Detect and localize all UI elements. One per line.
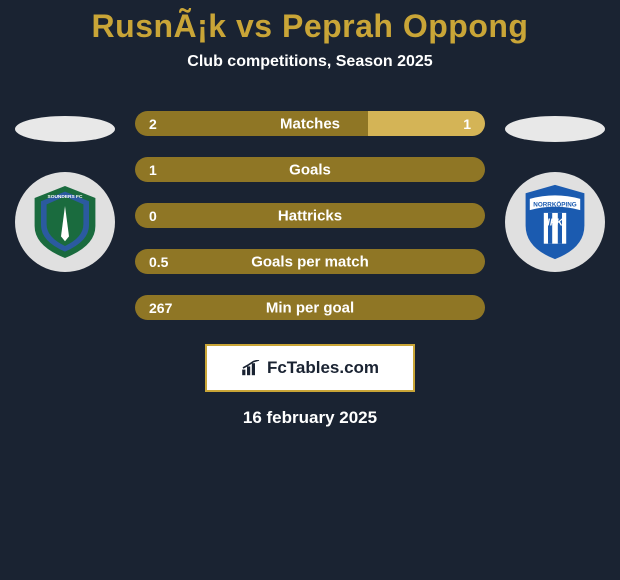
crest-text: NORRKÖPING [533, 200, 576, 209]
bar-label: Hattricks [278, 207, 342, 224]
stat-bar-row: Hattricks 0 [135, 203, 485, 228]
bar-label: Goals [289, 161, 331, 178]
brand-name: FcTables.com [267, 358, 379, 378]
bar-value-right: 1 [463, 116, 471, 132]
sounders-crest-icon: SOUNDERS FC [25, 182, 105, 262]
brand-chart-icon [241, 360, 261, 376]
stat-bar-row: Goals 1 [135, 157, 485, 182]
stat-bars: Matches 2 1 Goals 1 Hattricks 0 Goals per match… [135, 111, 485, 320]
bar-value-left: 2 [149, 116, 157, 132]
bar-value-left: 1 [149, 162, 157, 178]
stat-bar-row: Matches 2 1 [135, 111, 485, 136]
brand-box: FcTables.com [205, 344, 415, 392]
svg-text:SOUNDERS FC: SOUNDERS FC [48, 194, 83, 200]
bar-value-left: 0 [149, 208, 157, 224]
stat-bar-row: Min per goal 267 [135, 295, 485, 320]
main-row: SOUNDERS FC Matches 2 1 Goals 1 Hattricks 0 Goa… [0, 111, 620, 320]
bar-label: Min per goal [266, 299, 354, 316]
page-title: RusnÃ¡k vs Peprah Oppong [0, 8, 620, 45]
left-ellipse [15, 116, 115, 142]
svg-text:IFK: IFK [547, 218, 564, 229]
bar-value-left: 267 [149, 300, 172, 316]
left-column: SOUNDERS FC [5, 111, 125, 272]
infographic-container: RusnÃ¡k vs Peprah Oppong Club competitio… [0, 0, 620, 580]
bar-label: Goals per match [251, 253, 369, 270]
date-label: 16 february 2025 [0, 408, 620, 428]
subtitle: Club competitions, Season 2025 [0, 53, 620, 71]
norrkoping-crest-icon: NORRKÖPING IFK [520, 182, 590, 262]
bar-value-left: 0.5 [149, 254, 168, 270]
right-ellipse [505, 116, 605, 142]
right-club-crest: NORRKÖPING IFK [505, 172, 605, 272]
bar-label: Matches [280, 115, 340, 132]
left-club-crest: SOUNDERS FC [15, 172, 115, 272]
stat-bar-row: Goals per match 0.5 [135, 249, 485, 274]
right-column: NORRKÖPING IFK [495, 111, 615, 272]
